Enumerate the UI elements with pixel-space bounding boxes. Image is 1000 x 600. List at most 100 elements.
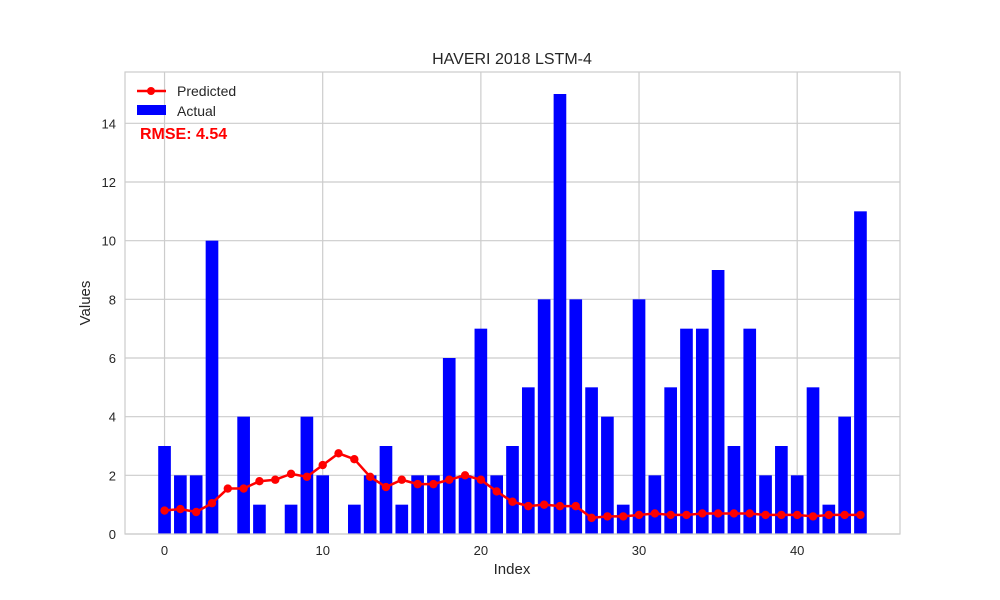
bar-actual xyxy=(648,475,662,534)
y-tick-label: 4 xyxy=(109,410,116,425)
x-tick-label: 0 xyxy=(161,543,168,558)
predicted-point xyxy=(413,479,422,489)
predicted-point xyxy=(492,487,501,496)
y-tick-labels: 0 2 4 6 8 10 12 14 xyxy=(102,116,116,542)
bar-actual xyxy=(284,504,298,534)
y-axis-label: Values xyxy=(77,281,94,326)
legend-predicted-label: Predicted xyxy=(177,83,236,99)
bar-actual xyxy=(759,475,772,534)
predicted-point xyxy=(603,512,612,521)
bar-actual xyxy=(680,328,693,534)
predicted-point xyxy=(729,509,739,518)
bar-actual xyxy=(490,475,504,534)
predicted-point xyxy=(191,507,201,517)
legend-predicted-marker-icon xyxy=(147,87,155,95)
bar-actual xyxy=(727,446,741,534)
bar-actual xyxy=(158,446,171,534)
bar-actual xyxy=(569,299,583,534)
x-tick-label: 40 xyxy=(790,543,804,558)
bar-actual xyxy=(395,504,409,534)
bar-actual xyxy=(838,416,851,534)
predicted-point xyxy=(856,510,865,520)
predicted-point xyxy=(792,510,802,520)
bars xyxy=(158,94,867,535)
predicted-point xyxy=(350,455,359,464)
bar-actual xyxy=(237,416,250,534)
bar-actual xyxy=(411,475,424,534)
predicted-point xyxy=(271,475,280,484)
legend-actual-swatch-icon xyxy=(137,105,166,115)
x-tick-label: 30 xyxy=(632,543,646,558)
y-tick-label: 0 xyxy=(109,527,116,542)
bar-actual xyxy=(585,387,598,534)
bar-actual xyxy=(553,94,567,534)
predicted-point xyxy=(682,510,691,520)
predicted-point xyxy=(698,509,707,518)
predicted-point xyxy=(302,472,312,481)
x-axis-label: Index xyxy=(494,561,531,578)
bar-actual xyxy=(601,416,614,534)
bar-actual xyxy=(537,299,551,534)
bar-actual xyxy=(189,475,203,534)
bar-actual xyxy=(632,299,646,534)
bar-actual xyxy=(442,358,456,534)
predicted-point xyxy=(445,475,454,484)
bar-actual xyxy=(695,328,709,534)
y-tick-label: 12 xyxy=(102,175,116,190)
predicted-point xyxy=(381,482,391,492)
bar-actual xyxy=(854,211,867,535)
chart-title: HAVERI 2018 LSTM-4 xyxy=(432,51,592,68)
bar-actual xyxy=(474,328,488,534)
predicted-point xyxy=(587,513,596,523)
y-tick-label: 6 xyxy=(109,351,116,366)
predicted-point xyxy=(524,501,533,511)
bar-actual xyxy=(458,475,472,534)
legend-actual-label: Actual xyxy=(177,103,216,119)
y-tick-label: 10 xyxy=(102,234,116,249)
predicted-point xyxy=(761,510,770,520)
bar-actual xyxy=(743,328,757,534)
x-tick-label: 20 xyxy=(474,543,488,558)
bar-actual xyxy=(711,270,725,534)
bar-actual xyxy=(806,387,820,534)
predicted-point xyxy=(824,510,834,520)
predicted-point xyxy=(777,510,786,520)
bar-actual xyxy=(664,387,677,534)
predicted-point xyxy=(239,484,248,493)
predicted-point xyxy=(207,499,217,508)
predicted-point xyxy=(840,510,849,520)
predicted-point xyxy=(808,512,818,521)
predicted-point xyxy=(176,504,185,514)
predicted-point xyxy=(223,484,233,493)
predicted-point xyxy=(429,479,438,489)
predicted-point xyxy=(650,509,660,518)
bar-actual xyxy=(521,387,535,534)
bar-actual xyxy=(348,504,361,534)
predicted-point xyxy=(666,510,675,520)
bar-actual xyxy=(790,475,804,534)
predicted-point xyxy=(286,469,296,479)
y-tick-label: 8 xyxy=(109,292,116,307)
bar-actual xyxy=(253,504,266,534)
x-tick-label: 10 xyxy=(315,543,329,558)
x-tick-labels: 0 10 20 30 40 xyxy=(161,543,805,558)
bar-actual xyxy=(775,446,788,534)
rmse-annotation: RMSE: 4.54 xyxy=(140,126,227,143)
predicted-point xyxy=(634,510,644,520)
predicted-point xyxy=(508,497,517,506)
bar-actual xyxy=(316,475,330,534)
bar-actual xyxy=(427,475,440,534)
plot-frame xyxy=(124,71,901,535)
predicted-point xyxy=(539,500,549,509)
bar-actual xyxy=(822,504,836,534)
predicted-point xyxy=(571,501,580,511)
predicted-line xyxy=(160,449,865,523)
legend: Predicted Actual xyxy=(137,83,236,119)
predicted-point xyxy=(745,509,754,518)
predicted-point xyxy=(397,475,406,484)
bar-actual xyxy=(205,240,219,534)
predicted-point xyxy=(460,471,470,480)
predicted-point xyxy=(476,475,486,484)
predicted-point xyxy=(334,449,343,458)
